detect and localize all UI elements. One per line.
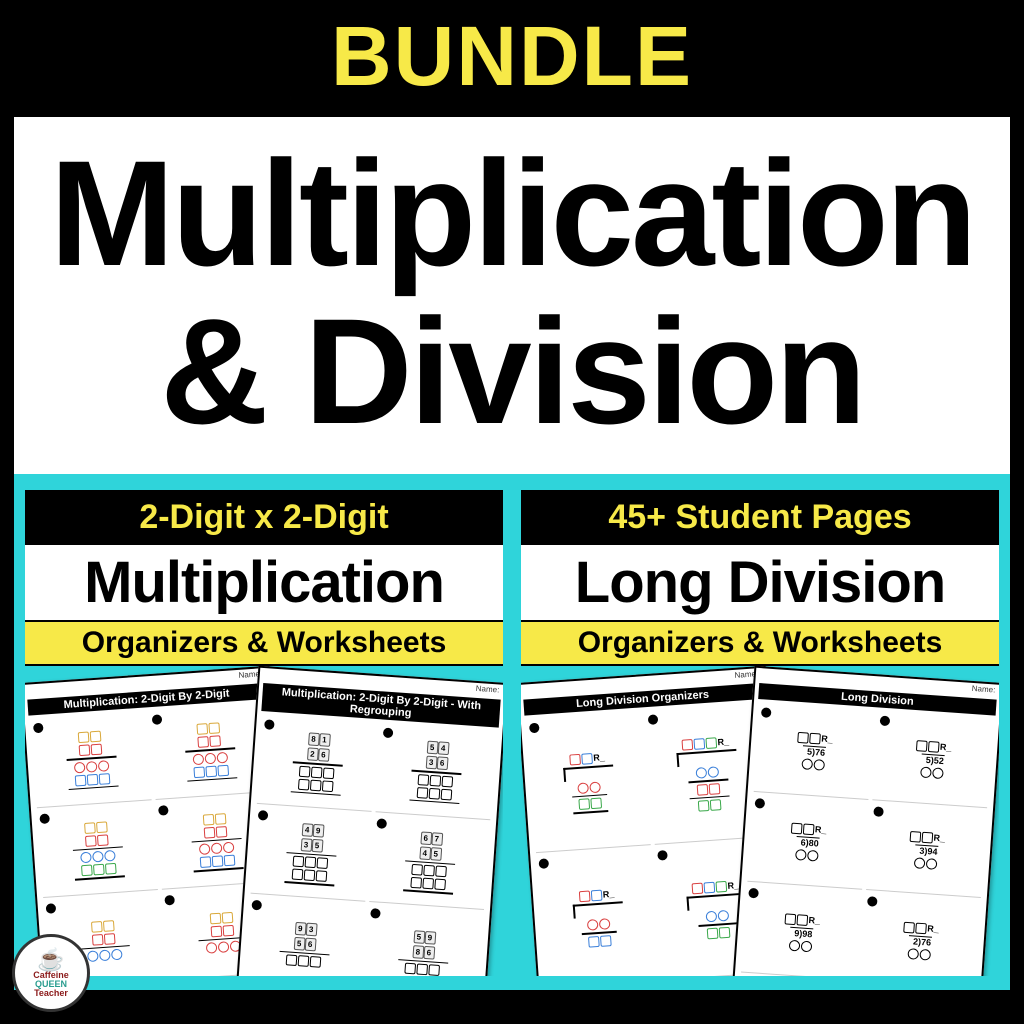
problem-cell [31, 713, 152, 807]
card-division: 45+ Student Pages Long Division Organize… [521, 490, 999, 974]
title-panel: Multiplication & Division [14, 117, 1010, 474]
worksheet-previews: Name: Multiplication: 2-Digit By 2-Digit [25, 666, 503, 976]
brand-logo: Caffeine QUEEN Teacher [12, 934, 90, 1012]
card-multiplication: 2-Digit x 2-Digit Multiplication Organiz… [25, 490, 503, 974]
card-subtitle-text: Organizers & Worksheets [82, 626, 447, 659]
card-subtitle: Organizers & Worksheets [25, 620, 503, 666]
card-top-label: 45+ Student Pages [521, 490, 999, 545]
problem-cell: R_ [527, 713, 651, 853]
cards-row: 2-Digit x 2-Digit Multiplication Organiz… [14, 474, 1010, 990]
card-top-label-text: 2-Digit x 2-Digit [139, 498, 388, 536]
problem-cell: 93 56 [244, 898, 365, 976]
worksheet-right: Name: Long Division R_ 5)76 R_ 5)52 [732, 666, 999, 976]
problem-cell: 49 35 [251, 808, 372, 902]
worksheet-right: Name: Multiplication: 2-Digit By 2-Digit… [236, 666, 503, 976]
problem-cell: R_ [536, 849, 660, 976]
problem-grid: R_ 5)76 R_ 5)52 R_ 6)80 [735, 699, 999, 976]
problem-cell: R_ 5)52 [872, 713, 993, 807]
problem-grid: 81 26 54 36 [238, 711, 503, 976]
title-line-2: & Division [14, 293, 1010, 451]
problem-cell [37, 804, 158, 898]
problem-cell: R_ 6)80 [747, 796, 868, 890]
card-title: Multiplication [25, 545, 503, 620]
card-subtitle-text: Organizers & Worksheets [578, 626, 943, 659]
product-cover: BUNDLE Multiplication & Division 2-Digit… [0, 0, 1024, 1024]
problem-cell: 67 45 [369, 816, 490, 910]
title-line-1: Multiplication [14, 135, 1010, 293]
card-top-label-text: 45+ Student Pages [608, 498, 911, 536]
logo-line3: Teacher [34, 989, 68, 998]
card-title: Long Division [521, 545, 999, 620]
card-top-label: 2-Digit x 2-Digit [25, 490, 503, 545]
problem-cell: 59 86 [363, 906, 484, 976]
card-title-text: Long Division [575, 550, 945, 615]
card-subtitle: Organizers & Worksheets [521, 620, 999, 666]
worksheet-previews: Name: Long Division Organizers R_ R_ [521, 666, 999, 976]
problem-cell: R_ 9)98 [741, 886, 862, 976]
problem-cell: R_ 2)76 [860, 894, 981, 976]
problem-cell: R_ 3)94 [866, 804, 987, 898]
problem-cell: 54 36 [376, 725, 497, 819]
card-title-text: Multiplication [84, 550, 444, 615]
problem-cell: 81 26 [257, 717, 378, 811]
bundle-badge: BUNDLE [331, 9, 693, 103]
problem-cell: R_ 5)76 [754, 705, 875, 799]
top-banner: BUNDLE [0, 0, 1024, 117]
